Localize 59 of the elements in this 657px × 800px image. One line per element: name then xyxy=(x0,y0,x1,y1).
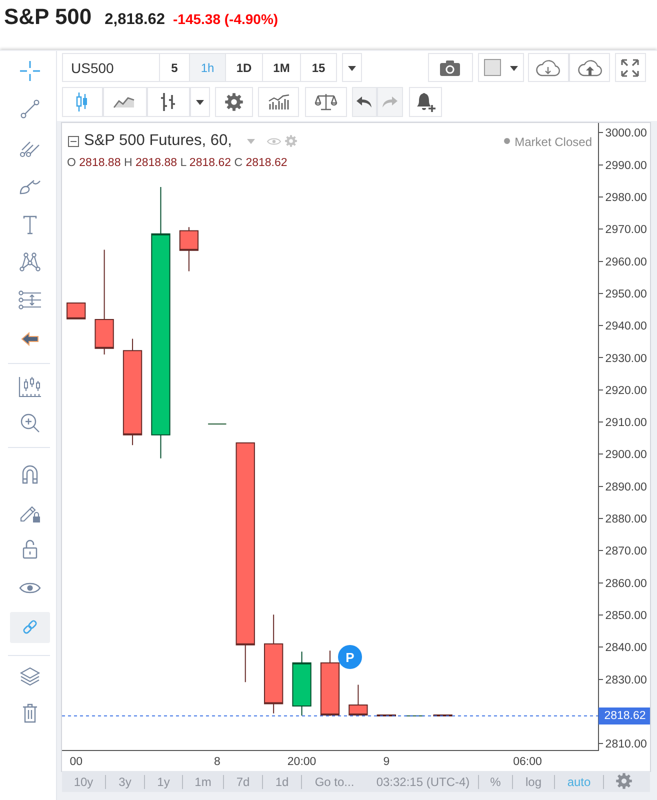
y-tick-label: 2950.00 xyxy=(605,288,647,300)
y-tick-label: 2970.00 xyxy=(605,224,647,236)
candlestick xyxy=(264,614,284,714)
candlestick xyxy=(320,650,340,716)
text: Go to... xyxy=(314,774,354,788)
y-tick-label: 2860.00 xyxy=(605,578,647,590)
text: log xyxy=(525,774,542,788)
y-tick-label: 2920.00 xyxy=(605,384,647,397)
candlestick xyxy=(66,302,86,320)
text: 10y xyxy=(74,774,94,788)
text: % xyxy=(490,774,501,788)
candlestick xyxy=(348,684,368,716)
text: 1m xyxy=(194,774,212,788)
y-tick-label: 2910.00 xyxy=(605,417,647,430)
text: 1y xyxy=(157,774,170,788)
annotation: O 2818.88 H 2818.88 L 2818.62 C 2818.62 xyxy=(67,157,288,169)
y-tick-label: 2990.00 xyxy=(605,160,647,172)
x-tick-label: 00 xyxy=(70,756,83,768)
y-tick-label: 2890.00 xyxy=(605,481,647,494)
text: -145.38 (-4.90%) xyxy=(173,11,278,27)
ref-line-label: 2818.62 xyxy=(604,710,646,722)
text: auto xyxy=(567,774,591,788)
y-tick-label: 2870.00 xyxy=(605,546,647,558)
y-tick-label: 3000.00 xyxy=(605,128,647,140)
text: S&P 500 Futures, 60, xyxy=(84,132,232,150)
text: 1D xyxy=(236,60,252,74)
text: S&P 500 xyxy=(4,4,92,30)
text: 1d xyxy=(275,774,289,788)
y-tick-label: 2900.00 xyxy=(605,449,647,462)
text: 5 xyxy=(171,60,178,74)
candlestick xyxy=(179,226,199,272)
text: 7d xyxy=(236,774,250,788)
text: 1h xyxy=(200,60,214,74)
candlestick xyxy=(151,186,170,459)
annotation: P xyxy=(346,650,354,664)
text: 15 xyxy=(312,60,326,74)
text: 03:32:15 (UTC-4) xyxy=(376,774,470,788)
candlestick xyxy=(236,442,255,683)
y-tick-label: 2880.00 xyxy=(605,514,647,526)
x-tick-label: 9 xyxy=(383,756,390,768)
candlestick xyxy=(122,338,142,446)
y-tick-label: 2930.00 xyxy=(605,352,647,365)
y-tick-label: 2980.00 xyxy=(605,192,647,204)
y-tick-label: 2840.00 xyxy=(605,642,647,654)
y-tick-label: 2850.00 xyxy=(605,610,647,622)
candlestick xyxy=(94,249,114,356)
y-tick-label: 2810.00 xyxy=(605,738,647,751)
y-tick-label: 2830.00 xyxy=(605,674,647,686)
y-tick-label: 2960.00 xyxy=(605,256,647,268)
annotation: Market Closed xyxy=(514,135,592,149)
text: 3y xyxy=(118,774,132,788)
text: 2,818.62 xyxy=(104,11,165,29)
x-tick-label: 20:00 xyxy=(287,756,316,768)
text: US500 xyxy=(71,60,114,76)
candlestick xyxy=(292,651,312,716)
x-tick-label: 06:00 xyxy=(513,756,542,768)
y-tick-label: 2940.00 xyxy=(605,320,647,333)
x-tick-label: 8 xyxy=(214,756,220,768)
text: 1M xyxy=(273,60,290,74)
